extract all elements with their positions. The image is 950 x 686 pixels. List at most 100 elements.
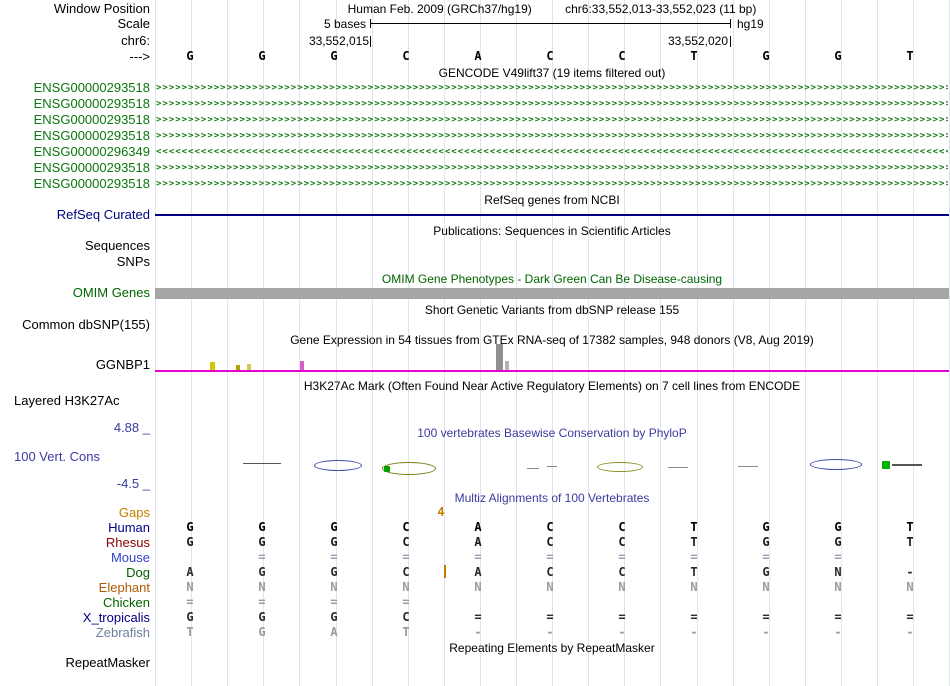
- alignment-base: G: [186, 535, 194, 549]
- species-label-mouse[interactable]: Mouse: [110, 550, 150, 565]
- gridline: [191, 0, 193, 686]
- gene-item[interactable]: >>>>>>>>>>>>>>>>>>>>>>>>>>>>>>>>>>>>>>>>…: [156, 99, 948, 109]
- conservation-mark: [597, 462, 643, 472]
- gridline: [624, 0, 626, 686]
- gtex-expression-bar[interactable]: [210, 362, 215, 370]
- alignment-base: N: [402, 580, 410, 594]
- gene-item[interactable]: >>>>>>>>>>>>>>>>>>>>>>>>>>>>>>>>>>>>>>>>…: [156, 131, 948, 141]
- scale-bar-left-tick: [370, 19, 371, 28]
- strand-direction-label[interactable]: --->: [129, 49, 150, 64]
- gene-item[interactable]: >>>>>>>>>>>>>>>>>>>>>>>>>>>>>>>>>>>>>>>>…: [156, 83, 948, 93]
- repeatmasker-label[interactable]: RepeatMasker: [65, 655, 150, 670]
- species-label-chicken[interactable]: Chicken: [103, 595, 150, 610]
- refseq-curated-label[interactable]: RefSeq Curated: [56, 207, 150, 222]
- alignment-base: N: [258, 580, 266, 594]
- alignment-base: -: [690, 625, 698, 639]
- gridline: [227, 0, 229, 686]
- gene-label[interactable]: ENSG00000293518: [33, 80, 150, 95]
- scale-bar-right-tick: [730, 19, 731, 28]
- phylop-max-label[interactable]: 4.88 _: [113, 420, 150, 435]
- species-label-human[interactable]: Human: [108, 520, 150, 535]
- gene-label[interactable]: ENSG00000293518: [33, 96, 150, 111]
- gtex-expression-bar[interactable]: [300, 361, 304, 370]
- alignment-base: N: [834, 565, 842, 579]
- alignment-base: C: [402, 535, 410, 549]
- alignment-base: =: [618, 610, 626, 624]
- reference-base: C: [546, 49, 554, 63]
- conservation-mark: [547, 466, 557, 467]
- gtex-expression-bar[interactable]: [496, 344, 503, 370]
- alignment-base: =: [762, 550, 770, 564]
- alignment-base: G: [186, 520, 194, 534]
- vert-cons-label[interactable]: 100 Vert. Cons: [14, 449, 100, 464]
- species-label-dog[interactable]: Dog: [126, 565, 150, 580]
- gtex-expression-bar[interactable]: [236, 365, 240, 370]
- species-label-x_tropicalis[interactable]: X_tropicalis: [82, 610, 150, 625]
- alignment-base: G: [258, 625, 266, 639]
- conservation-mark: [314, 460, 362, 471]
- gridline: [299, 0, 301, 686]
- gridline: [155, 0, 156, 686]
- common-dbsnp-label[interactable]: Common dbSNP(155): [22, 317, 150, 332]
- phylop-min-label[interactable]: -4.5 _: [116, 476, 150, 491]
- gridline: [877, 0, 878, 686]
- track-title: H3K27Ac Mark (Often Found Near Active Re…: [303, 379, 801, 393]
- species-label-rhesus[interactable]: Rhesus: [105, 535, 150, 550]
- alignment-base: -: [762, 625, 770, 639]
- gaps-label[interactable]: Gaps: [118, 505, 150, 520]
- gene-label[interactable]: ENSG00000293518: [33, 112, 150, 127]
- alignment-base: N: [330, 580, 338, 594]
- gene-item[interactable]: >>>>>>>>>>>>>>>>>>>>>>>>>>>>>>>>>>>>>>>>…: [156, 163, 948, 173]
- snps-label[interactable]: SNPs: [116, 254, 150, 269]
- track-title: 100 vertebrates Basewise Conservation by…: [417, 426, 687, 440]
- alignment-base: G: [258, 535, 266, 549]
- alignment-base: T: [690, 535, 698, 549]
- gtex-track-line[interactable]: [155, 370, 949, 372]
- alignment-base: -: [834, 625, 842, 639]
- alignment-base: G: [258, 520, 266, 534]
- omim-genes-label[interactable]: OMIM Genes: [72, 285, 150, 300]
- gap-count: 4: [437, 505, 445, 519]
- gene-item[interactable]: >>>>>>>>>>>>>>>>>>>>>>>>>>>>>>>>>>>>>>>>…: [156, 179, 948, 189]
- alignment-base: =: [690, 610, 698, 624]
- alignment-base: -: [906, 625, 914, 639]
- sequences-label[interactable]: Sequences: [84, 238, 150, 253]
- gene-item[interactable]: <<<<<<<<<<<<<<<<<<<<<<<<<<<<<<<<<<<<<<<<…: [156, 147, 948, 157]
- ggnbp1-label[interactable]: GGNBP1: [95, 357, 150, 372]
- layered-h3k27ac-label[interactable]: Layered H3K27Ac: [14, 393, 120, 408]
- coordinate-right-tick: [730, 36, 731, 47]
- alignment-base: C: [618, 535, 626, 549]
- alignment-base: G: [330, 610, 338, 624]
- gene-label[interactable]: ENSG00000293518: [33, 128, 150, 143]
- reference-base: G: [330, 49, 338, 63]
- gridline: [552, 0, 554, 686]
- gtex-expression-bar[interactable]: [505, 361, 509, 370]
- window-position-label[interactable]: Window Position: [53, 1, 150, 16]
- alignment-base: T: [402, 625, 410, 639]
- gene-item[interactable]: >>>>>>>>>>>>>>>>>>>>>>>>>>>>>>>>>>>>>>>>…: [156, 115, 948, 125]
- alignment-base: N: [474, 580, 482, 594]
- alignment-base: =: [258, 550, 266, 564]
- alignment-base: T: [906, 535, 914, 549]
- gene-label[interactable]: ENSG00000293518: [33, 176, 150, 191]
- alignment-base: -: [546, 625, 554, 639]
- omim-track-bar[interactable]: [155, 288, 949, 299]
- gene-label[interactable]: ENSG00000296349: [33, 144, 150, 159]
- alignment-base: A: [186, 565, 194, 579]
- gridline: [696, 0, 698, 686]
- alignment-base: N: [618, 580, 626, 594]
- refseq-track-line[interactable]: [155, 214, 949, 216]
- alignment-base: G: [762, 520, 770, 534]
- species-label-zebrafish[interactable]: Zebrafish: [95, 625, 150, 640]
- species-label-elephant[interactable]: Elephant: [98, 580, 150, 595]
- assembly-tag: hg19: [737, 17, 764, 31]
- gtex-expression-bar[interactable]: [247, 364, 251, 370]
- alignment-base: =: [258, 595, 266, 609]
- scale-row-label[interactable]: Scale: [117, 16, 150, 31]
- gene-label[interactable]: ENSG00000293518: [33, 160, 150, 175]
- alignment-base: G: [186, 610, 194, 624]
- chromosome-label[interactable]: chr6:: [121, 33, 150, 48]
- track-title: GENCODE V49lift37 (19 items filtered out…: [438, 66, 666, 80]
- alignment-base: =: [546, 550, 554, 564]
- alignment-base: T: [186, 625, 194, 639]
